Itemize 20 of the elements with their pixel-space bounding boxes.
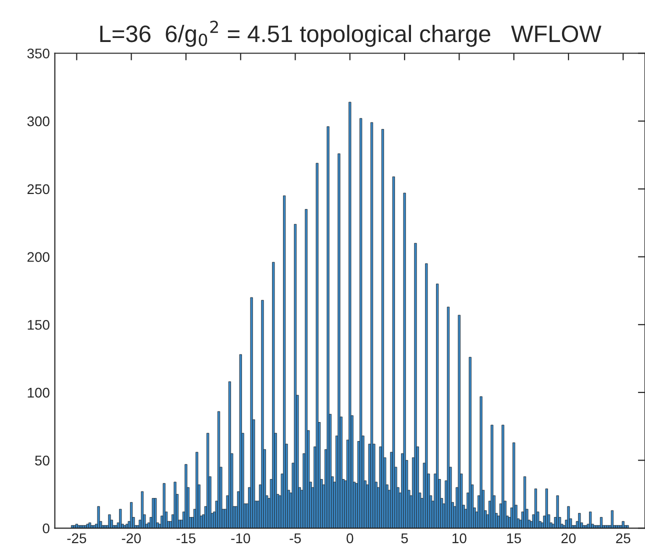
x-tick-label: -10 xyxy=(231,533,250,544)
x-tick-label: 25 xyxy=(616,533,630,544)
y-tick-label: 300 xyxy=(27,116,50,126)
y-tick-label: 350 xyxy=(27,48,50,58)
x-tick-label: 5 xyxy=(401,534,408,544)
chart-title: L=36 6/g$_{0}$$^{2}$ = 4.51 topological charge WFLOW xyxy=(100,20,602,47)
y-tick-label: 100 xyxy=(28,388,50,398)
x-tick-label: 0 xyxy=(346,533,354,544)
y-tick-label: 50 xyxy=(35,456,50,466)
x-tick-label: 15 xyxy=(507,534,521,544)
x-tick-label: 10 xyxy=(452,533,466,544)
x-tick-label: -25 xyxy=(67,533,86,544)
x-tick-label: -15 xyxy=(176,534,196,544)
x-tick-label: 20 xyxy=(561,533,576,544)
y-tick-label: 0 xyxy=(42,523,50,534)
x-tick-label: -5 xyxy=(290,534,301,544)
x-tick-label: -20 xyxy=(122,533,141,544)
y-tick-label: 200 xyxy=(27,252,50,262)
y-tick-label: 150 xyxy=(28,320,50,330)
y-tick-label: 250 xyxy=(27,184,50,194)
